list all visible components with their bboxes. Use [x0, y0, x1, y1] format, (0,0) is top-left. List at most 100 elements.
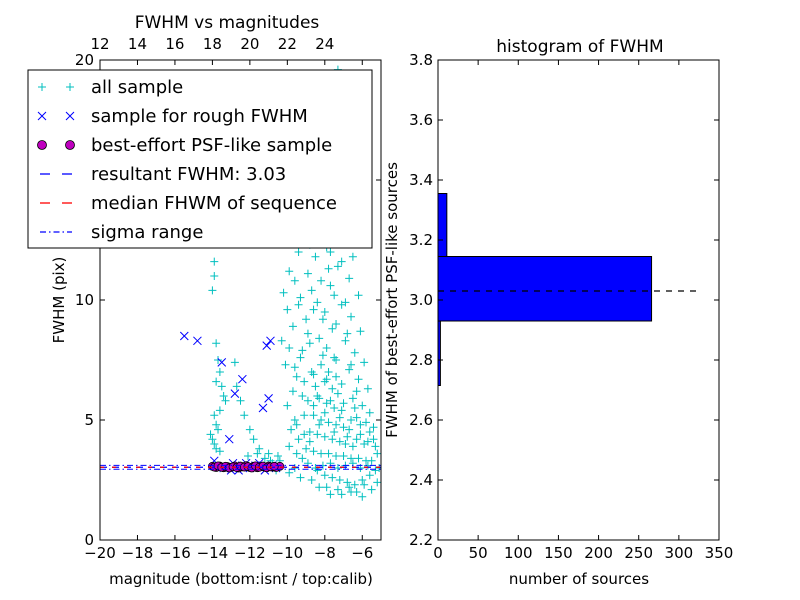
- left-y-axis-label: FWHM (pix): [50, 257, 68, 344]
- top-x-tick-label: 18: [203, 35, 222, 53]
- all-sample-point: [373, 449, 381, 458]
- all-sample-point: [367, 485, 376, 494]
- all-sample-point: [303, 459, 312, 468]
- left-chart-title: FWHM vs magnitudes: [135, 13, 320, 33]
- histogram-x-axis: 0 50 100 150 200 250 300 350: [433, 60, 733, 562]
- all-sample-point: [330, 291, 339, 300]
- all-sample-point: [360, 480, 369, 489]
- top-x-tick-label: 24: [315, 35, 334, 53]
- all-sample-point: [360, 358, 369, 367]
- rough-fwhm-point: [65, 111, 75, 121]
- left-y-tick-label: 20: [75, 51, 94, 69]
- all-sample-point: [292, 372, 301, 381]
- right-x-tick-label: 250: [624, 544, 653, 562]
- all-sample-point: [347, 488, 356, 496]
- left-x-tick-label: −8: [314, 544, 336, 562]
- all-sample-point: [206, 430, 215, 439]
- left-x-tick-label: −14: [197, 544, 229, 562]
- all-sample-point: [335, 476, 344, 484]
- all-sample-point: [296, 473, 305, 482]
- all-sample-point: [307, 286, 316, 295]
- all-sample-point: [318, 351, 327, 360]
- right-x-tick-label: 0: [433, 544, 443, 562]
- left-y-tick-label: 5: [84, 411, 94, 429]
- all-sample-point: [320, 408, 329, 417]
- all-sample-point: [309, 370, 318, 379]
- all-sample-point: [212, 420, 221, 429]
- all-sample-point: [38, 83, 46, 91]
- all-sample-point: [210, 272, 219, 280]
- all-sample-point: [232, 382, 241, 391]
- all-sample-point: [332, 356, 341, 364]
- all-sample-point: [264, 449, 273, 458]
- fwhm-reference-lines: [100, 464, 381, 470]
- all-sample-point: [332, 452, 341, 460]
- all-sample-point: [320, 432, 329, 441]
- all-sample-point: [285, 344, 294, 352]
- all-sample-point: [328, 435, 337, 444]
- all-sample-point: [345, 274, 354, 283]
- all-sample-point: [335, 413, 344, 422]
- right-x-tick-label: 150: [544, 544, 573, 562]
- right-y-tick-label: 3.8: [409, 51, 433, 69]
- rough-fwhm-point: [258, 403, 268, 413]
- all-sample-point: [324, 418, 333, 427]
- all-sample-point: [358, 476, 367, 484]
- left-y-tick-label: 0: [84, 531, 94, 549]
- right-x-axis-label: number of sources: [509, 570, 649, 588]
- top-x-tick-label: 14: [128, 35, 147, 53]
- all-sample-point: [208, 286, 217, 295]
- all-sample-point: [309, 411, 318, 420]
- all-sample-point: [343, 329, 352, 338]
- left-x-tick-label: −6: [351, 544, 373, 562]
- all-sample-point: [305, 437, 314, 446]
- rough-fwhm-point: [179, 331, 189, 341]
- all-sample-point: [326, 490, 335, 499]
- all-sample-point: [283, 401, 292, 410]
- all-sample-point: [335, 437, 344, 446]
- all-sample-point: [309, 401, 318, 410]
- all-sample-point: [322, 344, 331, 352]
- right-x-tick-label: 200: [584, 544, 613, 562]
- all-sample-point: [317, 416, 326, 424]
- all-sample-point: [221, 396, 230, 405]
- all-sample-point: [300, 430, 309, 439]
- all-sample-point: [352, 413, 361, 422]
- all-sample-point: [341, 336, 350, 345]
- all-sample-point: [215, 368, 224, 376]
- histogram-bar: [437, 256, 653, 322]
- all-sample-point: [373, 478, 381, 487]
- all-sample-point: [236, 396, 245, 405]
- all-sample-point: [277, 336, 286, 345]
- legend-entry: best-effort PSF-like sample: [37, 135, 332, 156]
- all-sample-point: [290, 363, 299, 372]
- all-sample-point: [350, 480, 359, 489]
- all-sample-point: [288, 387, 297, 396]
- all-sample-point: [260, 454, 269, 463]
- all-sample-point: [313, 392, 322, 400]
- psf-like-point: [37, 140, 47, 150]
- all-sample-point: [341, 440, 350, 448]
- histogram-bar: [437, 193, 448, 257]
- all-sample-point: [66, 83, 74, 91]
- all-sample-point: [320, 471, 329, 480]
- all-sample-point: [311, 382, 320, 391]
- all-sample-point: [302, 315, 311, 324]
- left-y-tick-label: 10: [75, 291, 94, 309]
- all-sample-point: [365, 428, 374, 436]
- all-sample-point: [318, 315, 327, 324]
- all-sample-point: [215, 447, 224, 456]
- rough-fwhm-point: [230, 389, 240, 398]
- all-sample-point: [313, 298, 322, 307]
- all-sample-point: [230, 358, 239, 367]
- rough-fwhm-point: [37, 111, 47, 121]
- all-sample-point: [328, 324, 337, 333]
- all-sample-point: [217, 382, 226, 391]
- legend-label: best-effort PSF-like sample: [91, 135, 332, 156]
- all-sample-point: [288, 322, 297, 331]
- all-sample-point: [298, 454, 307, 463]
- right-y-tick-label: 3.4: [409, 171, 433, 189]
- all-sample-point: [339, 452, 348, 460]
- legend-box: [27, 69, 373, 249]
